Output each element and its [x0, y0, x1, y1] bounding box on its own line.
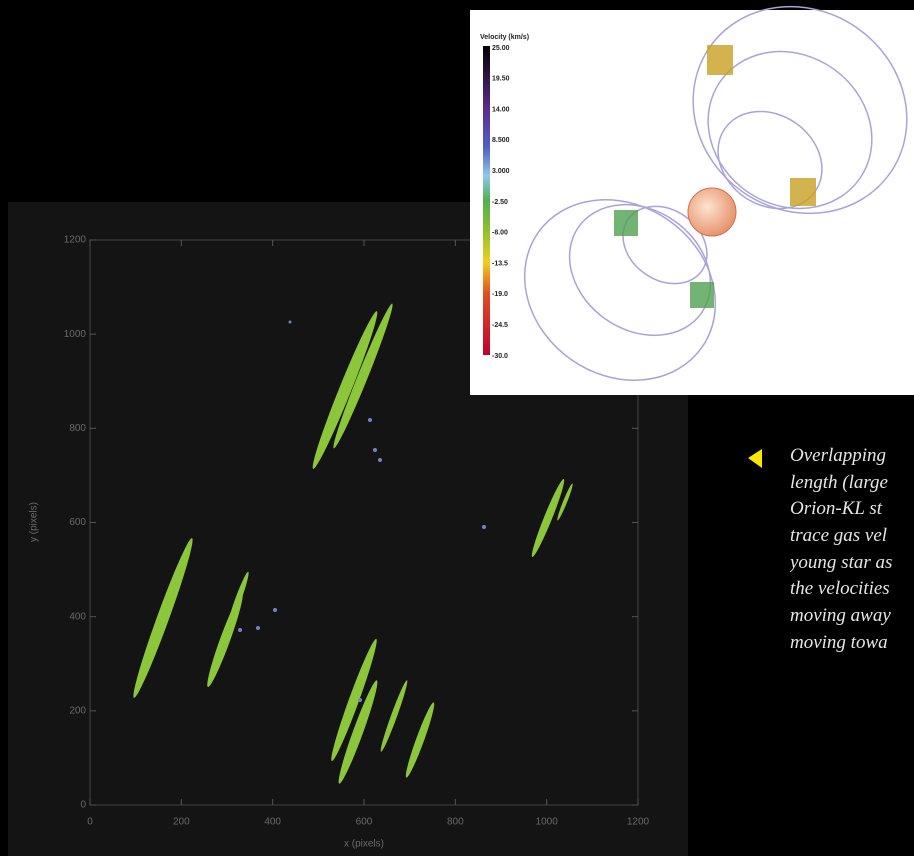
caption-line: moving towa: [790, 630, 914, 657]
x-tick-label: 400: [264, 817, 281, 828]
caption-line: the velocities: [790, 576, 914, 603]
colorbar-label: 25.00: [492, 45, 510, 52]
inset: Velocity (km/s): [470, 0, 914, 417]
colorbar-label: -8.00: [492, 230, 508, 237]
caption-line: trace gas vel: [790, 523, 914, 550]
y-tick-label: 600: [69, 517, 86, 528]
caption-line: Orion-KL st: [790, 496, 914, 523]
x-tick-label: 800: [447, 817, 464, 828]
colorbar-label: -30.0: [492, 353, 508, 360]
y-tick-label: 0: [80, 800, 86, 811]
y-tick-label: 200: [69, 705, 86, 716]
caption-line: length (large: [790, 470, 914, 497]
x-tick-label: 0: [87, 817, 93, 828]
maser-patch: [707, 45, 733, 75]
maser-patch: [690, 282, 714, 308]
colorbar-label: 3.000: [492, 168, 510, 175]
colorbar-label: 8.500: [492, 137, 510, 144]
y-axis-label: y (pixels): [29, 502, 40, 542]
colorbar-label: 19.50: [492, 76, 510, 83]
y-tick-label: 400: [69, 611, 86, 622]
colorbar-label: -13.5: [492, 260, 508, 267]
x-axis-label: x (pixels): [344, 839, 384, 850]
page: {"plot": {"xlabel": "x (pixels)", "ylabe…: [0, 0, 914, 856]
x-tick-label: 600: [356, 817, 373, 828]
x-tick-label: 1200: [627, 817, 650, 828]
y-tick-label: 800: [69, 423, 86, 434]
caption-line: Overlapping: [790, 443, 914, 470]
x-tick-label: 1000: [536, 817, 559, 828]
bullet-arrow: [748, 449, 762, 468]
y-tick-label: 1200: [64, 235, 87, 246]
colorbar-label: -24.5: [492, 322, 508, 329]
colorbar-label: 14.00: [492, 106, 510, 113]
y-tick-label: 1000: [64, 329, 87, 340]
colorbar-label: -19.0: [492, 291, 508, 298]
colorbar-title: Velocity (km/s): [480, 34, 529, 41]
maser-patch: [790, 178, 816, 206]
maser-patch: [614, 210, 638, 236]
star: [688, 188, 736, 236]
caption-line: moving away: [790, 603, 914, 630]
colorbar: [483, 46, 490, 355]
colorbar-label: -2.50: [492, 199, 508, 206]
x-tick-label: 200: [173, 817, 190, 828]
canvas: x (pixels) y (pixels) 0 200 400 600 800 1000 1…: [0, 0, 914, 856]
caption-line: young star as: [790, 550, 914, 577]
